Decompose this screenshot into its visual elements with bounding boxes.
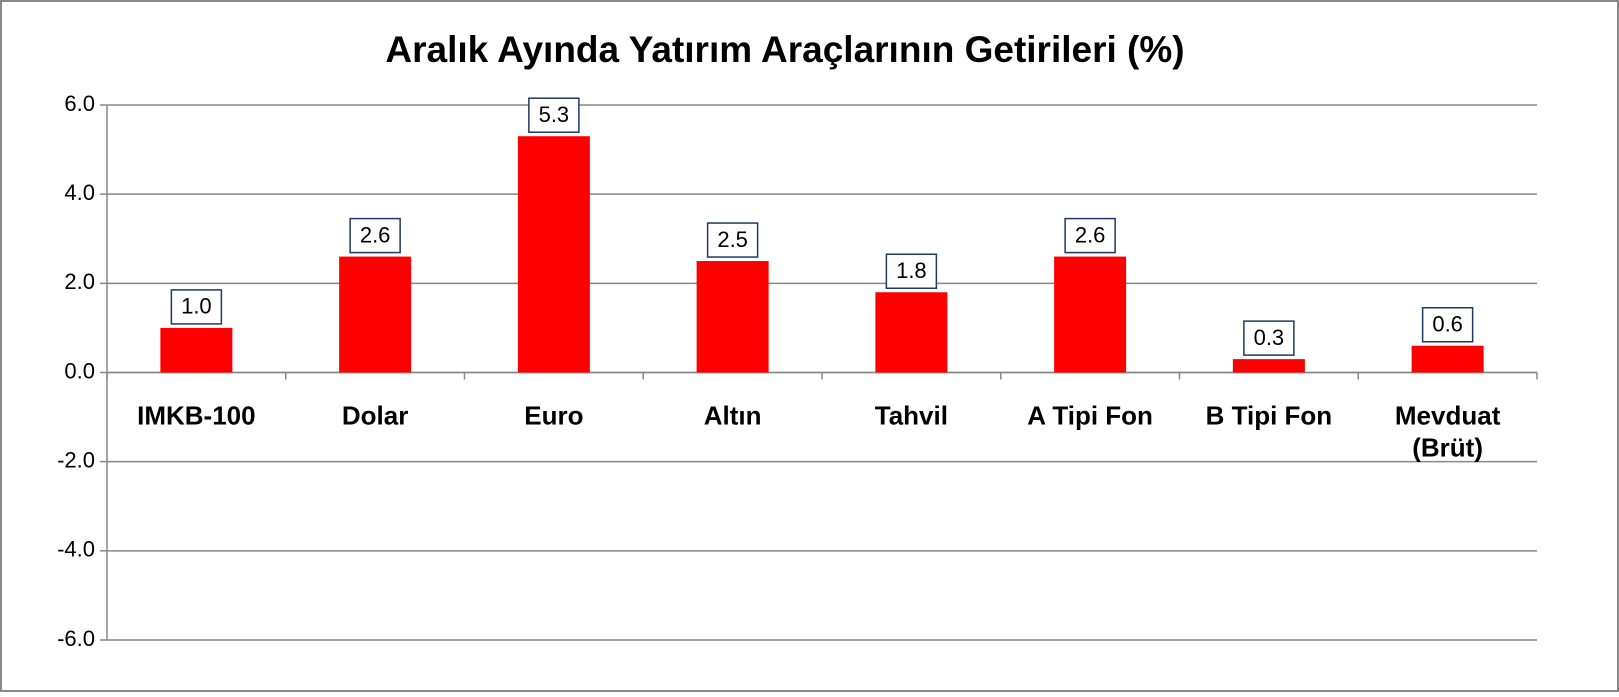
y-tick-label: 6.0 bbox=[64, 91, 95, 116]
x-tick-label: IMKB-100 bbox=[137, 400, 255, 430]
x-tick-label: A Tipi Fon bbox=[1027, 400, 1153, 430]
y-tick-label: -2.0 bbox=[57, 447, 95, 472]
x-tick-label: Altın bbox=[704, 400, 762, 430]
chart-title: Aralık Ayında Yatırım Araçlarının Getiri… bbox=[385, 29, 1184, 70]
y-tick-label: 2.0 bbox=[64, 269, 95, 294]
x-tick-label-line: Mevduat bbox=[1395, 400, 1501, 430]
bar bbox=[517, 136, 590, 373]
data-label-box bbox=[706, 222, 759, 258]
bar bbox=[1411, 345, 1484, 373]
y-tick-label: -6.0 bbox=[57, 626, 95, 651]
data-label-box bbox=[885, 253, 938, 289]
x-tick-label: B Tipi Fon bbox=[1206, 400, 1333, 430]
data-label: 1.0 bbox=[181, 294, 212, 319]
data-label: 2.6 bbox=[360, 222, 391, 247]
data-label: 2.6 bbox=[1075, 222, 1106, 247]
data-label: 0.6 bbox=[1432, 312, 1463, 337]
x-tick-label: Tahvil bbox=[875, 400, 948, 430]
bar bbox=[1232, 359, 1305, 373]
data-label-box bbox=[1243, 320, 1295, 356]
data-label: 2.5 bbox=[717, 227, 748, 252]
data-label-box bbox=[349, 217, 401, 254]
x-tick-label: Dolar bbox=[342, 400, 408, 430]
bar bbox=[160, 327, 233, 373]
data-label-box bbox=[528, 97, 580, 133]
y-tick-label: 4.0 bbox=[64, 180, 95, 205]
bar bbox=[1054, 256, 1127, 373]
y-tick-label: -4.0 bbox=[57, 537, 95, 562]
bar bbox=[875, 292, 948, 373]
bar bbox=[696, 261, 769, 373]
data-label-box bbox=[170, 289, 223, 325]
bar bbox=[339, 256, 412, 373]
data-label: 5.3 bbox=[539, 102, 570, 127]
data-label-box bbox=[1064, 217, 1116, 254]
y-tick-label: 0.0 bbox=[64, 358, 95, 383]
data-label: 1.8 bbox=[896, 258, 927, 283]
x-tick-label: Mevduat (Brüt) bbox=[1395, 400, 1501, 462]
data-label: 0.3 bbox=[1254, 325, 1285, 350]
x-tick-label-line: (Brüt) bbox=[1412, 432, 1483, 462]
data-label-box bbox=[1421, 307, 1474, 343]
x-tick-label: Euro bbox=[524, 400, 583, 430]
